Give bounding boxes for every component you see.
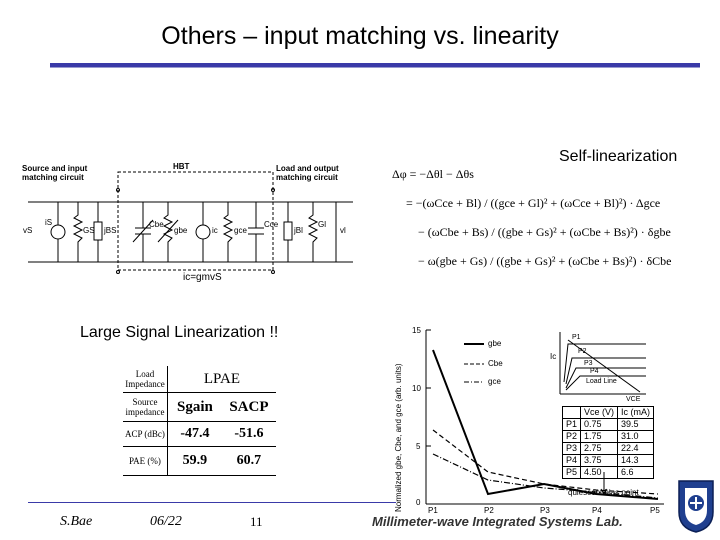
- bias-cell: 31.0: [617, 430, 655, 443]
- bias-cell: 1.75: [580, 430, 619, 443]
- is-label: iS: [45, 218, 53, 227]
- pae-table: Load Impedance LPAE Source impedance Sga…: [123, 366, 276, 476]
- bias-header: Vce (V): [580, 406, 619, 419]
- bias-point-graph: Normalized gbe, Cbe, and gce (arb. units…: [394, 322, 668, 522]
- bias-cell: 3.75: [580, 454, 619, 467]
- equation-line-1: Δφ = −Δθl − Δθs: [392, 167, 474, 181]
- bias-cell: P1: [561, 418, 582, 431]
- quiescent-label: quiescent bias point: [568, 488, 639, 497]
- y-tick: 0: [416, 498, 421, 507]
- bias-header: Ic (mA): [617, 406, 655, 419]
- bias-cell: 6.6: [617, 466, 655, 479]
- bias-cell: 14.3: [617, 454, 655, 467]
- bias-header: [561, 406, 582, 419]
- legend-gbe: gbe: [488, 339, 502, 348]
- large-signal-label: Large Signal Linearization !!: [80, 324, 279, 341]
- equation-line-3: − (ωCbe + Bs) / ((gbe + Gs)² + (ωCbe + B…: [418, 225, 671, 239]
- inset-ylabel: Ic: [550, 352, 557, 361]
- footer-author: S.Bae: [60, 514, 93, 529]
- self-linearization-label: Self-linearization: [559, 148, 678, 165]
- gs-label: GS: [83, 226, 95, 235]
- footer-rule: [28, 502, 396, 503]
- title-rule: [50, 63, 700, 67]
- graph-ylabel: Normalized gbe, Cbe, and gce (arb. units…: [394, 363, 403, 512]
- footer-page-number: 11: [250, 514, 263, 529]
- bias-cell: 4.50: [580, 466, 619, 479]
- pae-table-wrapper: Load Impedance LPAE Source impedance Sga…: [123, 366, 276, 476]
- pae-cell: Sgain: [167, 392, 222, 422]
- inset-xlabel: VCE: [626, 396, 641, 403]
- slide-title: Others – input matching vs. linearity: [161, 22, 559, 50]
- equation-line-4: − ω(gbe + Gs) / ((gbe + Gs)² + (ωCbe + B…: [418, 254, 672, 268]
- load-circuit-label: Load and output matching circuit: [276, 164, 339, 182]
- pae-row-label: Source impedance: [123, 392, 168, 422]
- y-tick: 10: [412, 384, 421, 393]
- gl-label: Gl: [318, 220, 326, 229]
- pae-cell: 60.7: [221, 446, 276, 476]
- legend-gce: gce: [488, 377, 501, 386]
- inset-load-line: Load Line: [586, 378, 617, 385]
- bias-cell: P2: [561, 430, 582, 443]
- bias-cell: P3: [561, 442, 582, 455]
- bias-cell: 2.75: [580, 442, 619, 455]
- legend-cbe: Cbe: [488, 359, 503, 368]
- jbl-label: jBl: [294, 226, 303, 235]
- self-linearization-equation: Δφ = −Δθl − Δθs = −(ωCce + Bl) / ((gce +…: [392, 160, 710, 276]
- pae-header-col2: LPAE: [167, 366, 276, 393]
- x-tick: P4: [592, 506, 602, 515]
- inset-point: P3: [584, 360, 593, 367]
- title-rule-thin: [50, 67, 700, 68]
- university-logo: [676, 478, 716, 534]
- bias-cell: 22.4: [617, 442, 655, 455]
- inset-point: P2: [578, 348, 587, 355]
- bias-cell: 39.5: [617, 418, 655, 431]
- vs-label: vS: [23, 226, 33, 235]
- pae-cell: SACP: [221, 392, 276, 422]
- gce-label: gce: [234, 226, 247, 235]
- gm-label: ic=gmvS: [183, 272, 222, 283]
- logo-icon: [678, 480, 714, 533]
- inset-point: P1: [572, 334, 581, 341]
- pae-row-label: ACP (dBc): [123, 421, 168, 447]
- source-circuit-label: Source and input matching circuit: [22, 164, 88, 182]
- x-tick: P5: [650, 506, 660, 515]
- footer-date: 06/22: [150, 514, 182, 529]
- hbt-circuit-diagram: Source and input matching circuit HBT Lo…: [18, 160, 358, 295]
- ic-label: ic: [212, 226, 218, 235]
- y-tick: 5: [416, 442, 421, 451]
- bias-cell: 0.75: [580, 418, 619, 431]
- pae-cell: -47.4: [167, 421, 222, 447]
- graph-svg: [425, 329, 664, 505]
- equation-line-2: = −(ωCce + Bl) / ((gce + Gl)² + (ωCce + …: [406, 196, 661, 210]
- gbe-label: gbe: [174, 226, 188, 235]
- pae-row-label: PAE (%): [123, 446, 168, 476]
- jbs-label: jBS: [104, 226, 117, 235]
- cbe-label: Cbe: [149, 220, 164, 229]
- pae-header-col1: Load Impedance: [123, 366, 168, 393]
- x-tick: P3: [540, 506, 550, 515]
- bias-table-wrapper: Vce (V) Ic (mA) P1 0.75 39.5 P2 1.75 31.0 P3…: [561, 406, 655, 479]
- y-tick: 15: [412, 326, 421, 335]
- x-tick: P1: [428, 506, 438, 515]
- bias-table: Vce (V) Ic (mA) P1 0.75 39.5 P2 1.75 31.0 P3…: [561, 406, 655, 479]
- footer-lab-name: Millimeter-wave Integrated Systems Lab.: [372, 514, 623, 529]
- pae-cell: -51.6: [221, 421, 276, 447]
- circuit-svg: [28, 171, 353, 274]
- bias-cell: P4: [561, 454, 582, 467]
- x-tick: P2: [484, 506, 494, 515]
- vl-label: vl: [340, 226, 346, 235]
- pae-cell: 59.9: [167, 446, 222, 476]
- hbt-label: HBT: [173, 162, 190, 171]
- inset-point: P4: [590, 368, 599, 375]
- bias-cell: P5: [561, 466, 582, 479]
- cce-label: Cce: [264, 220, 279, 229]
